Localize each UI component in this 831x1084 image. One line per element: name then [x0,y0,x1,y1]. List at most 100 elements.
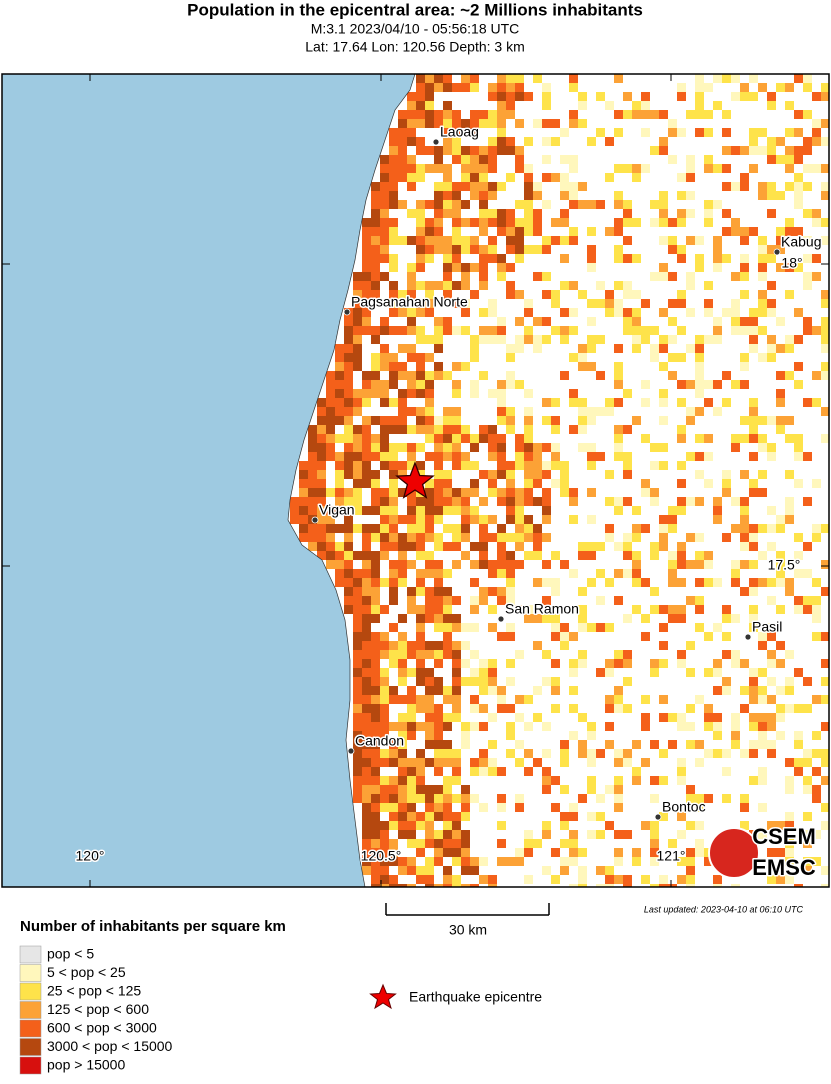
population-cell [380,650,389,659]
population-cell [335,389,344,398]
population-cell [821,749,829,758]
population-cell [506,416,515,425]
city-label: San Ramon [505,601,579,617]
population-cell [380,461,389,470]
population-cell [407,407,416,416]
population-cell [335,497,344,506]
population-cell [659,272,668,281]
population-cell [326,506,335,515]
population-cell [470,290,479,299]
population-cell [452,227,461,236]
population-cell [524,326,533,335]
population-cell [650,353,659,362]
population-cell [641,128,650,137]
population-cell [353,614,362,623]
population-cell [416,641,425,650]
population-cell [650,326,659,335]
population-cell [488,884,497,887]
population-cell [380,344,389,353]
population-cell [560,155,569,164]
population-cell [371,353,380,362]
population-cell [650,839,659,848]
population-cell [425,596,434,605]
population-cell [506,218,515,227]
population-cell [398,794,407,803]
population-cell [398,290,407,299]
population-cell [326,371,335,380]
population-cell [407,326,416,335]
population-cell [686,173,695,182]
population-cell [434,686,443,695]
population-cell [758,272,767,281]
population-cell [452,533,461,542]
population-cell [776,371,785,380]
population-cell [461,848,470,857]
population-cell [389,533,398,542]
population-cell [299,506,308,515]
population-cell [344,389,353,398]
population-cell [740,533,749,542]
population-cell [452,497,461,506]
population-cell [407,668,416,677]
population-cell [515,794,524,803]
population-cell [650,461,659,470]
population-cell [821,83,829,92]
population-cell [389,443,398,452]
population-cell [299,461,308,470]
population-cell [704,857,713,866]
population-cell [497,803,506,812]
population-cell [749,317,758,326]
population-cell [821,407,829,416]
population-cell [299,488,308,497]
population-cell [452,560,461,569]
population-cell [470,245,479,254]
population-cell [731,650,740,659]
population-cell [326,416,335,425]
population-cell [443,884,452,887]
population-cell [470,182,479,191]
population-cell [353,677,362,686]
population-cell [587,623,596,632]
population-cell [704,794,713,803]
population-cell [362,326,371,335]
population-cell [758,470,767,479]
population-cell [722,146,731,155]
population-cell [605,299,614,308]
population-cell [767,353,776,362]
population-cell [686,704,695,713]
population-cell [731,614,740,623]
population-cell [479,209,488,218]
population-cell [497,389,506,398]
population-cell [497,542,506,551]
population-cell [515,524,524,533]
population-cell [389,416,398,425]
population-cell [470,434,479,443]
population-cell [425,218,434,227]
population-cell [308,434,317,443]
population-cell [596,281,605,290]
population-cell [569,398,578,407]
population-cell [344,605,353,614]
population-cell [785,758,794,767]
population-cell [794,335,803,344]
population-cell [452,857,461,866]
population-cell [686,497,695,506]
population-cell [416,371,425,380]
population-cell [542,650,551,659]
population-cell [524,488,533,497]
population-cell [461,200,470,209]
population-cell [452,821,461,830]
population-cell [524,533,533,542]
population-cell [632,218,641,227]
population-cell [425,479,434,488]
population-cell [515,803,524,812]
population-cell [560,236,569,245]
population-cell [560,308,569,317]
population-cell [407,704,416,713]
population-cell [398,830,407,839]
population-cell [488,434,497,443]
population-cell [515,335,524,344]
population-cell [605,704,614,713]
population-cell [398,488,407,497]
population-cell [443,605,452,614]
